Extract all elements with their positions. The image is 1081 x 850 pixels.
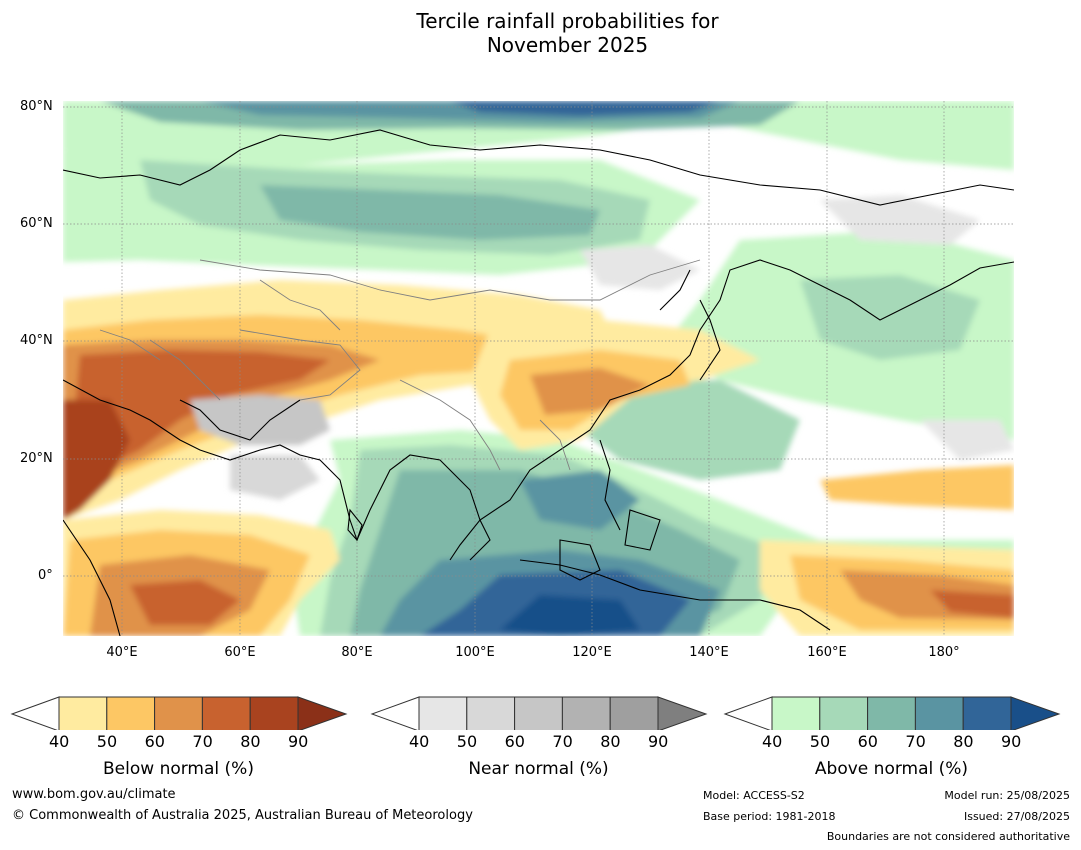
map-title: Tercile rainfall probabilities for Novem… xyxy=(0,9,1081,57)
model-text: Model: ACCESS-S2 xyxy=(703,789,805,802)
lat-label-60n: 60°N xyxy=(20,216,53,231)
colorbar-near-tick: 80 xyxy=(600,732,621,751)
graticule xyxy=(63,101,1014,636)
title-line-2: November 2025 xyxy=(486,33,649,57)
colorbar-above-cell xyxy=(771,696,821,730)
colorbar-near-tick: 40 xyxy=(409,732,430,751)
lon-label-120e: 120°E xyxy=(572,645,612,660)
colorbar-below-cell xyxy=(154,696,203,730)
issued-text: Issued: 27/08/2025 xyxy=(963,810,1070,823)
colorbar-below-tick: 70 xyxy=(192,732,213,751)
lat-label-40n: 40°N xyxy=(20,333,53,348)
lat-label-0: 0° xyxy=(38,568,53,583)
lon-label-60e: 60°E xyxy=(224,645,256,660)
colorbar-below-cell xyxy=(106,696,156,730)
colorbar-below-tick: 40 xyxy=(49,732,70,751)
colorbar-near-tick: 60 xyxy=(504,732,525,751)
website-link[interactable]: www.bom.gov.au/climate xyxy=(12,787,176,802)
colorbar-below-tick: 60 xyxy=(144,732,165,751)
lon-label-140e: 140°E xyxy=(689,645,729,660)
boundaries-disclaimer: Boundaries are not considered authoritat… xyxy=(826,830,1070,843)
colorbar-above-tick: 50 xyxy=(809,732,831,751)
coastlines xyxy=(63,129,1014,636)
colorbar-near-cell xyxy=(466,696,516,730)
title-line-1: Tercile rainfall probabilities for xyxy=(416,9,719,33)
colorbar-below-title: Below normal (%) xyxy=(103,759,254,779)
colorbar-above xyxy=(723,696,1061,730)
colorbar-near-cell xyxy=(609,696,659,730)
colorbar-near-tick: 90 xyxy=(648,732,669,751)
colorbar-above-tick: 70 xyxy=(905,732,926,751)
colorbar-near-cell xyxy=(561,696,611,730)
lat-label-20n: 20°N xyxy=(20,451,53,466)
probability-field xyxy=(63,101,1014,636)
colorbar-below-cell xyxy=(201,696,251,730)
colorbar-near-tick: 70 xyxy=(552,732,573,751)
colorbar-below-tick: 90 xyxy=(288,732,309,751)
lon-label-180: 180° xyxy=(928,645,960,660)
colorbar-near xyxy=(370,696,708,730)
colorbar-near-cell xyxy=(418,696,468,730)
lon-label-100e: 100°E xyxy=(455,645,495,660)
lon-label-160e: 160°E xyxy=(807,645,847,660)
colorbar-above-cell xyxy=(819,696,869,730)
colorbar-above-cell xyxy=(867,696,916,730)
colorbar-near-title: Near normal (%) xyxy=(468,759,609,779)
tercile-map xyxy=(63,101,1014,636)
colorbar-near-cell xyxy=(514,696,563,730)
colorbar-below xyxy=(10,696,348,730)
colorbar-above-cell xyxy=(962,696,1012,730)
colorbar-near-tick: 50 xyxy=(456,732,478,751)
colorbars xyxy=(10,696,1061,730)
colorbar-above-cell xyxy=(914,696,964,730)
colorbar-above-tick: 40 xyxy=(762,732,783,751)
country-borders xyxy=(99,259,701,471)
copyright-text: © Commonwealth of Australia 2025, Austra… xyxy=(12,808,473,823)
colorbar-above-tick: 80 xyxy=(953,732,974,751)
colorbar-below-tick: 80 xyxy=(240,732,261,751)
colorbar-below-cell xyxy=(58,696,108,730)
model-run-text: Model run: 25/08/2025 xyxy=(944,789,1070,802)
base-period-text: Base period: 1981-2018 xyxy=(703,810,836,823)
colorbar-below-cell xyxy=(249,696,299,730)
lon-label-40e: 40°E xyxy=(106,645,138,660)
colorbar-below-tick: 50 xyxy=(96,732,118,751)
lat-label-80n: 80°N xyxy=(20,99,53,114)
colorbar-above-tick: 60 xyxy=(857,732,878,751)
colorbar-above-title: Above normal (%) xyxy=(814,759,969,779)
lon-label-80e: 80°E xyxy=(341,645,373,660)
colorbar-above-tick: 90 xyxy=(1001,732,1022,751)
